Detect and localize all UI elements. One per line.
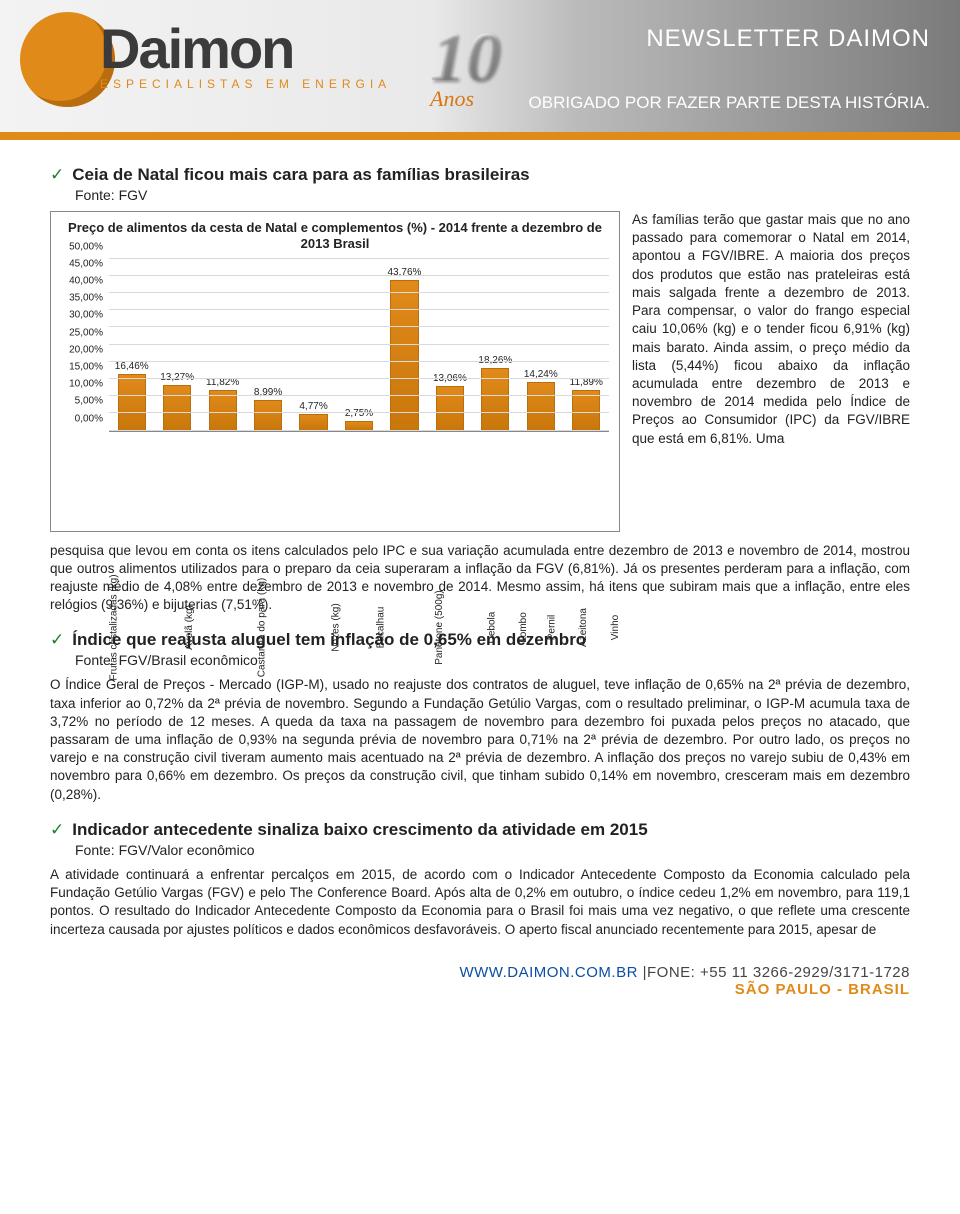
bar-column: 11,89% [564, 377, 609, 431]
article-1-source: Fonte: FGV [75, 187, 910, 203]
article-3-body: A atividade continuará a enfrentar perca… [50, 866, 910, 939]
bar [390, 280, 418, 431]
x-tick: Azeitona [564, 583, 603, 601]
y-tick: 20,00% [69, 344, 103, 355]
y-tick: 15,00% [69, 361, 103, 372]
x-axis [109, 431, 609, 449]
article-3-source: Fonte: FGV/Valor econômico [75, 842, 910, 858]
x-tick-label: Cebola [486, 611, 497, 643]
check-icon: ✓ [50, 165, 64, 185]
bar-value-label: 16,46% [115, 361, 149, 372]
check-icon: ✓ [50, 630, 64, 650]
x-tick: Panetone (500g) [402, 583, 477, 601]
bar [527, 382, 555, 431]
chart-and-text-row: Preço de alimentos da cesta de Natal e c… [50, 211, 910, 532]
chart-plot: 50,00%45,00%40,00%35,00%30,00%25,00%20,0… [109, 259, 609, 449]
article-1-continuation: pesquisa que levou em conta os itens cal… [50, 542, 910, 615]
y-tick: 45,00% [69, 258, 103, 269]
headline-text: Ceia de Natal ficou mais cara para as fa… [72, 165, 529, 185]
bar-column: 13,27% [154, 372, 199, 431]
bar [118, 374, 146, 431]
bar-column: 13,06% [427, 373, 472, 431]
footer-city: SÃO PAULO - BRASIL [0, 981, 910, 998]
bar-column: 8,99% [245, 387, 290, 431]
headline-text: Índice que reajusta aluguel tem inflação… [72, 630, 586, 650]
brand-tagline: ESPECIALISTAS EM ENERGIA [100, 77, 391, 91]
bar-value-label: 43,76% [387, 267, 421, 278]
page-footer: WWW.DAIMON.COM.BR |FONE: +55 11 3266-292… [0, 964, 960, 998]
check-icon: ✓ [50, 820, 64, 840]
footer-url[interactable]: WWW.DAIMON.COM.BR [459, 964, 637, 981]
brand-name: Daimon [100, 16, 391, 81]
x-tick: Nozes (kg) [312, 583, 360, 601]
anniversary-badge: 10 Anos [430, 18, 500, 112]
y-tick: 35,00% [69, 293, 103, 304]
page-header: Daimon ESPECIALISTAS EM ENERGIA 10 Anos … [0, 0, 960, 140]
footer-phone: |FONE: +55 11 3266-2929/3171-1728 [638, 964, 910, 981]
x-tick-label: Lombo [518, 612, 529, 643]
x-tick-label: Frutas cristalizadas (kg) [109, 574, 120, 680]
header-right: NEWSLETTER DAIMON OBRIGADO POR FAZER PAR… [529, 25, 930, 113]
newsletter-subtitle: OBRIGADO POR FAZER PARTE DESTA HISTÓRIA. [529, 93, 930, 113]
x-tick-label: Nozes (kg) [330, 603, 341, 651]
y-tick: 30,00% [69, 310, 103, 321]
bars-area: 16,46% 13,27%11,82%8,99% 4,77% 2,75% 43,76% 1… [109, 259, 609, 431]
x-tick-label: Azeitona [578, 608, 589, 647]
x-tick: Frutas cristalizadas (kg) [61, 583, 167, 601]
bar [254, 400, 282, 431]
article-1-side-text: As famílias terão que gastar mais que no… [632, 211, 910, 448]
page-content: ✓ Ceia de Natal ficou mais cara para as … [0, 140, 960, 939]
x-tick-labels: Frutas cristalizadas (kg)Avelã (kg)Casta… [61, 583, 629, 601]
newsletter-title: NEWSLETTER DAIMON [529, 25, 930, 53]
x-tick: Pernil [538, 583, 564, 601]
bar-column: 11,82% [200, 377, 245, 431]
x-tick: Lombo [508, 583, 539, 601]
article-2-body: O Índice Geral de Preços - Mercado (IGP-… [50, 676, 910, 804]
x-tick: Cebola [476, 583, 508, 601]
bar-column: 4,77% [291, 401, 336, 430]
footer-contact: WWW.DAIMON.COM.BR |FONE: +55 11 3266-292… [0, 964, 910, 981]
x-tick-label: Avelã (kg) [184, 605, 195, 650]
y-tick: 40,00% [69, 275, 103, 286]
article-2-headline: ✓ Índice que reajusta aluguel tem inflaç… [50, 630, 910, 650]
bar [299, 414, 327, 430]
bar-column: 18,26% [473, 355, 518, 431]
y-axis: 50,00%45,00%40,00%35,00%30,00%25,00%20,0… [61, 259, 105, 431]
y-tick: 5,00% [75, 396, 103, 407]
y-tick: 25,00% [69, 327, 103, 338]
chart-container: Preço de alimentos da cesta de Natal e c… [50, 211, 620, 532]
x-tick: Bacalhau [360, 583, 402, 601]
x-tick: Castanha do pará (kg) [212, 583, 312, 601]
x-tick-label: Vinho [611, 614, 622, 639]
y-tick: 10,00% [69, 379, 103, 390]
x-tick-label: Pernil [546, 614, 557, 640]
bar-value-label: 2,75% [345, 408, 373, 419]
x-tick: Vinho [603, 583, 629, 601]
chart-title: Preço de alimentos da cesta de Natal e c… [61, 220, 609, 253]
article-3-headline: ✓ Indicador antecedente sinaliza baixo c… [50, 820, 910, 840]
x-tick-label: Bacalhau [375, 606, 386, 648]
bar-value-label: 4,77% [299, 401, 327, 412]
bar [163, 385, 191, 431]
x-tick-label: Castanha do pará (kg) [256, 577, 267, 677]
bar [436, 386, 464, 431]
x-tick: Avelã (kg) [167, 583, 212, 601]
y-tick: 0,00% [75, 413, 103, 424]
article-2-source: Fonte: FGV/Brasil econômico [75, 652, 910, 668]
x-tick-label: Panetone (500g) [433, 590, 444, 665]
article-1-headline: ✓ Ceia de Natal ficou mais cara para as … [50, 165, 910, 185]
headline-text: Indicador antecedente sinaliza baixo cre… [72, 820, 647, 840]
brand-logo: Daimon ESPECIALISTAS EM ENERGIA [30, 12, 391, 91]
y-tick: 50,00% [69, 241, 103, 252]
